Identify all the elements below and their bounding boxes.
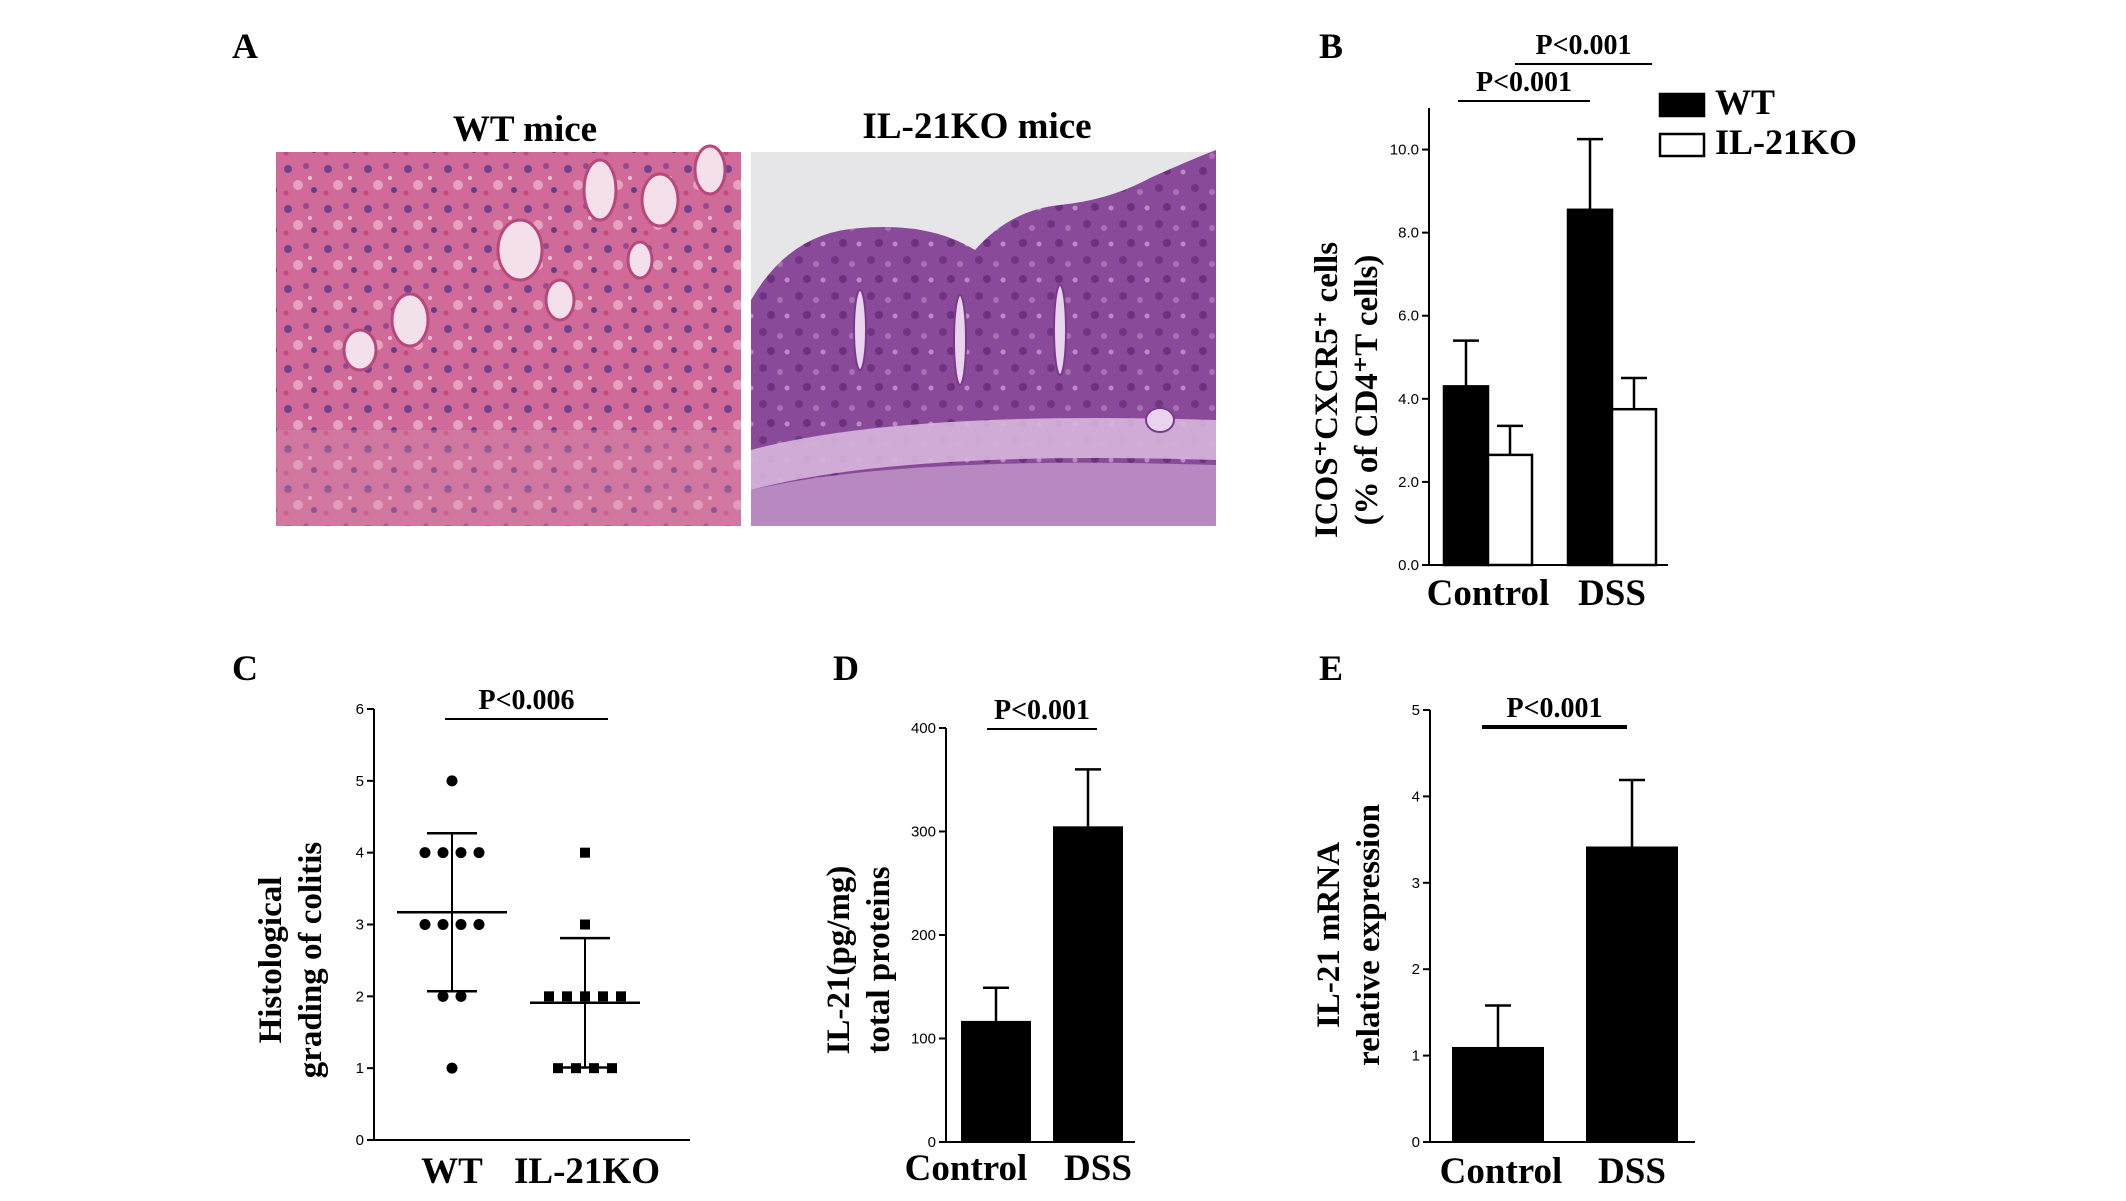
chart-c-point-wt	[446, 775, 458, 787]
chart-c-point-il-21ko	[607, 1063, 617, 1074]
wt-histology-image	[276, 144, 741, 526]
panel-d: D IL-21(pg/mg) total proteins 0 100 200 300…	[821, 648, 1135, 1189]
chart-b-bar-control-il-21ko	[1486, 453, 1534, 567]
chart-d-y-tick-label: 100	[911, 1031, 936, 1048]
chart-c-point-il-21ko	[562, 991, 572, 1002]
chart-e-bar-dss	[1586, 846, 1678, 1142]
panel-e: E IL-21 mRNA relative expression 0 1 2 3 4 5 C…	[1311, 648, 1695, 1192]
chart-c-y-tick-label: 5	[356, 773, 364, 790]
panel-letter-c: C	[232, 648, 258, 688]
chart-c-category-label: WT	[421, 1151, 483, 1192]
chart-d-y-tick-label: 400	[911, 720, 936, 737]
chart-b-category-label: Control	[1427, 573, 1550, 614]
chart-c-y-tick-label: 4	[356, 845, 364, 862]
chart-b-y-axis-label: ICOS⁺CXCR5⁺ cells (% of CD4⁺T cells)	[1309, 242, 1385, 538]
chart-c-category-label: IL-21KO	[514, 1151, 660, 1192]
chart-d-pvalue-label: P<0.001	[994, 695, 1090, 726]
chart-c-point-wt	[437, 847, 449, 859]
chart-b-category-label: DSS	[1578, 573, 1646, 614]
chart-b-y-tick-label: 10.0	[1390, 142, 1419, 159]
chart-c-pvalue-label: P<0.006	[478, 685, 574, 716]
chart-c-point-il-21ko	[580, 847, 590, 858]
chart-b-y-tick-label: 0.0	[1398, 557, 1419, 574]
chart-c-y-tick-label: 0	[356, 1132, 364, 1149]
chart-e-category-label: Control	[1440, 1151, 1563, 1192]
chart-e-y-tick-label: 5	[1412, 702, 1420, 719]
chart-c-y-tick-label: 6	[356, 701, 364, 718]
chart-c-point-wt	[473, 847, 485, 859]
chart-c-y-tick-label: 3	[356, 917, 364, 934]
chart-c-point-wt	[437, 990, 449, 1002]
chart-c-point-wt	[473, 919, 485, 930]
chart-e-y-tick-label: 0	[1412, 1134, 1420, 1151]
chart-e-y-tick-label: 1	[1412, 1048, 1420, 1065]
chart-d-y-tick-label: 200	[911, 927, 936, 944]
chart-d-bar-control	[961, 1020, 1031, 1142]
chart-d-category-label: DSS	[1064, 1148, 1132, 1189]
chart-e-pvalue-label: P<0.001	[1506, 693, 1602, 724]
chart-c-point-wt	[455, 990, 467, 1002]
chart-c-point-wt	[446, 1062, 458, 1074]
panel-letter-b: B	[1319, 26, 1343, 66]
chart-e-bar-control	[1452, 1046, 1544, 1142]
chart-e-ylabel-line2: relative expression	[1351, 804, 1387, 1066]
chart-e-y-tick-label: 2	[1412, 961, 1420, 978]
chart-c-point-il-21ko	[544, 991, 554, 1002]
panel-letter-d: D	[833, 648, 859, 688]
chart-b-bar-dss-wt	[1566, 208, 1614, 567]
chart-b-y-tick-label: 4.0	[1398, 391, 1419, 408]
chart-d-ylabel-line2: total proteins	[861, 866, 897, 1053]
chart-c-y-tick-label: 1	[356, 1060, 364, 1077]
chart-c-point-wt	[455, 847, 467, 859]
chart-e-category-label: DSS	[1598, 1151, 1666, 1192]
chart-c-point-il-21ko	[598, 991, 608, 1002]
chart-b-ylabel-line2: (% of CD4⁺T cells)	[1349, 255, 1385, 526]
chart-b-bar-dss-il-21ko	[1610, 407, 1658, 567]
chart-c-point-il-21ko	[616, 991, 626, 1002]
chart-d-ylabel-line1: IL-21(pg/mg)	[821, 866, 857, 1055]
chart-b-legend-label: IL-21KO	[1715, 122, 1857, 162]
panel-c: C Histological grading of colitis 0 1 2 3 4 5…	[232, 648, 690, 1192]
chart-b-y-tick-label: 6.0	[1398, 308, 1419, 325]
chart-b-legend-swatch	[1658, 132, 1706, 158]
chart-c-y-axis-label: Histological grading of colitis	[253, 842, 329, 1079]
chart-b-bar-control-wt	[1442, 385, 1490, 567]
chart-b-y-tick-label: 8.0	[1398, 225, 1419, 242]
chart-b-legend-swatch	[1658, 92, 1706, 118]
chart-d-y-tick-label: 300	[911, 824, 936, 841]
chart-d-y-tick-label: 0	[928, 1134, 936, 1151]
il21ko-histology-image	[751, 150, 1216, 526]
chart-b-pvalue-2-label: P<0.001	[1535, 30, 1631, 61]
chart-c-point-wt	[437, 919, 449, 930]
chart-d-y-axis-label: IL-21(pg/mg) total proteins	[821, 866, 897, 1055]
chart-c-point-wt	[455, 919, 467, 930]
chart-b-y-tick-label: 2.0	[1398, 474, 1419, 491]
panel-letter-e: E	[1319, 648, 1343, 688]
chart-d-category-label: Control	[905, 1148, 1028, 1189]
chart-c-point-il-21ko	[553, 1063, 563, 1074]
chart-e-y-tick-label: 4	[1412, 788, 1420, 805]
chart-b-ylabel-line1: ICOS⁺CXCR5⁺ cells	[1309, 242, 1345, 538]
chart-c-ylabel-line2: grading of colitis	[293, 842, 329, 1079]
chart-b-pvalue-1-label: P<0.001	[1476, 67, 1572, 98]
chart-b-legend-label: WT	[1715, 82, 1775, 122]
chart-c-point-wt	[419, 919, 431, 930]
chart-c-ylabel-line1: Histological	[253, 877, 289, 1044]
wt-mice-title: WT mice	[453, 109, 597, 150]
chart-d-bar-dss	[1053, 826, 1123, 1142]
panel-a: A WT mice IL-21KO mice	[232, 26, 1216, 526]
panel-b: B ICOS⁺CXCR5⁺ cells (% of CD4⁺T cells) 0…	[1309, 26, 1857, 614]
chart-e-y-tick-label: 3	[1412, 875, 1420, 892]
chart-c-y-tick-label: 2	[356, 988, 364, 1005]
chart-e-y-axis-label: IL-21 mRNA relative expression	[1311, 804, 1387, 1066]
panel-letter-a: A	[232, 26, 258, 66]
chart-c-point-il-21ko	[580, 919, 590, 930]
chart-e-ylabel-line1: IL-21 mRNA	[1311, 842, 1347, 1028]
il21ko-mice-title: IL-21KO mice	[862, 106, 1091, 147]
chart-c-point-wt	[419, 847, 431, 859]
